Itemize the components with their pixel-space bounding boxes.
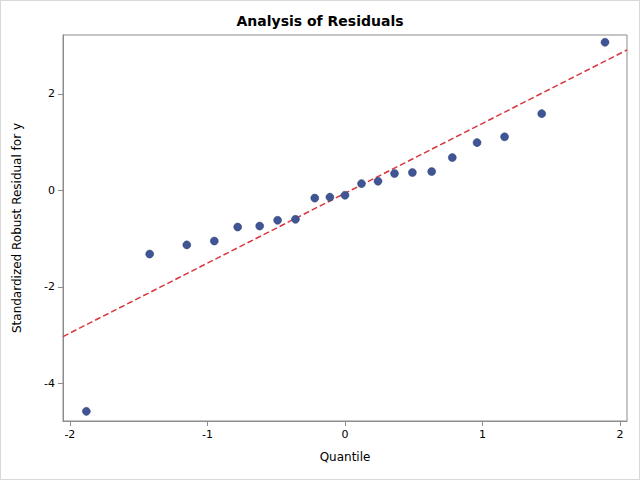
svg-text:0: 0 <box>342 428 349 441</box>
svg-text:0: 0 <box>48 184 55 197</box>
svg-text:2: 2 <box>48 87 55 100</box>
svg-text:Standardized Robust Residual f: Standardized Robust Residual for y <box>10 123 24 333</box>
svg-text:2: 2 <box>617 428 624 441</box>
svg-text:-2: -2 <box>44 280 55 293</box>
svg-text:Quantile: Quantile <box>320 450 371 464</box>
svg-text:Analysis of Residuals: Analysis of Residuals <box>236 13 403 29</box>
svg-text:-2: -2 <box>64 428 75 441</box>
svg-text:1: 1 <box>479 428 486 441</box>
svg-text:-4: -4 <box>44 377 55 390</box>
svg-text:-1: -1 <box>202 428 213 441</box>
